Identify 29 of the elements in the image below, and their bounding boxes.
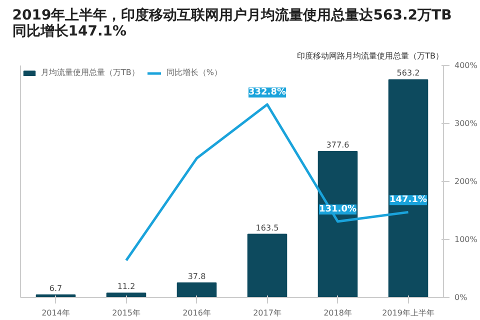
y2-tick-label: 0% [454,293,468,302]
x-tick-label: 2015年 [112,308,140,318]
data-label: 377.6 [326,140,350,150]
data-label: 147.1% [390,195,428,206]
bar [247,234,288,298]
x-tick-label: 2016年 [182,308,211,318]
text: 印度移动网路月均流量使用总量（万TB） [297,52,444,60]
data-label: 131.0% [319,204,357,215]
data-label: 37.8 [188,272,206,281]
bar [318,150,358,298]
chart-title: 2019年上半年，印度移动互联网用户月均流量使用总量达563.2万TB 同比增长147.1% [12,6,452,40]
y2-tick-label: 200% [454,177,478,186]
bar [106,292,146,298]
y2-tick-label: 300% [454,119,478,128]
bar [388,79,428,298]
data-label: 332.8% [248,87,286,98]
data-label: 563.2 [396,68,420,78]
data-label: 6.7 [49,284,62,293]
y2-tick-label: 400% [454,61,478,70]
bar [176,282,217,298]
legend-label: 同比增长（%） [166,67,222,78]
data-label: 11.2 [117,282,136,292]
x-tick-label: 2014年 [42,308,70,318]
data-label: 163.5 [256,223,279,232]
legend-label: 月均流量使用总量（万TB） [41,67,140,78]
x-tick-label: 2017年 [253,308,282,318]
x-tick-label: 2019年上半年 [382,308,434,318]
y2-tick-label: 100% [454,235,478,244]
x-tick-label: 2018年 [324,308,352,318]
